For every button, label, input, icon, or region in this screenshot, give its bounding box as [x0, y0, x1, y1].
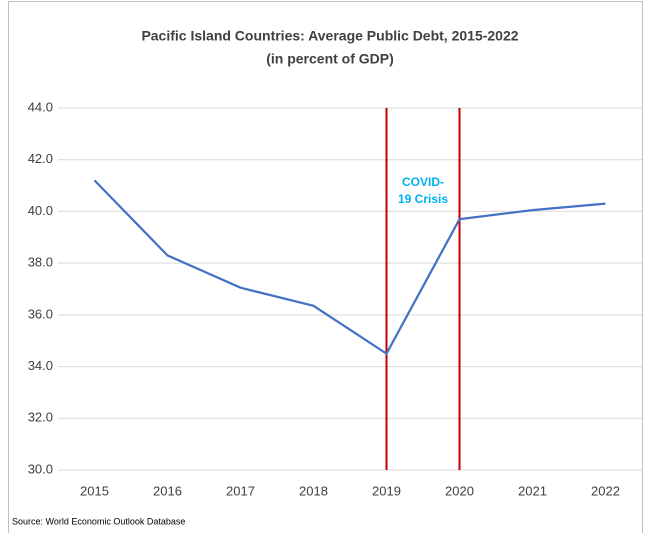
x-tick-label: 2022 [591, 483, 620, 498]
y-tick-label: 40.0 [28, 203, 53, 218]
source-note: Source: World Economic Outlook Database [12, 516, 185, 526]
annotation-label: COVID-19 Crisis [397, 174, 449, 206]
y-tick-label: 38.0 [28, 255, 53, 270]
y-tick-label: 36.0 [28, 306, 53, 321]
y-tick-label: 42.0 [28, 151, 53, 166]
x-tick-label: 2020 [445, 483, 474, 498]
x-tick-label: 2015 [80, 483, 109, 498]
x-tick-label: 2016 [153, 483, 182, 498]
y-tick-label: 32.0 [28, 410, 53, 425]
y-tick-label: 44.0 [28, 99, 53, 114]
x-tick-label: 2017 [226, 483, 255, 498]
x-tick-label: 2018 [299, 483, 328, 498]
y-tick-label: 30.0 [28, 461, 53, 476]
chart-border [8, 1, 643, 533]
chart-subtitle: (in percent of GDP) [266, 51, 394, 67]
chart-title: Pacific Island Countries: Average Public… [141, 28, 518, 44]
data-line [93, 179, 606, 356]
x-tick-label: 2021 [518, 483, 547, 498]
y-tick-label: 34.0 [28, 358, 53, 373]
x-tick-label: 2019 [372, 483, 401, 498]
